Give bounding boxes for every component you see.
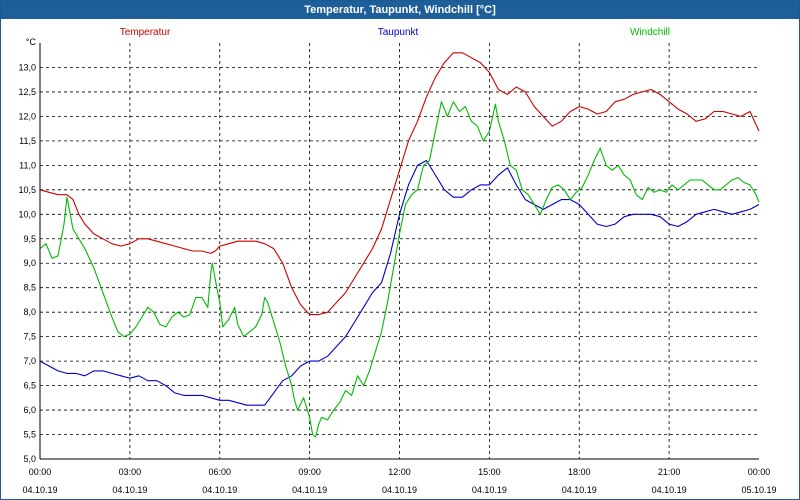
chart-series	[39, 52, 760, 438]
x-tick-date: 04.10.19	[202, 485, 237, 495]
x-tick-date: 04.10.19	[652, 485, 687, 495]
y-tick-label: 10,0	[18, 209, 36, 219]
y-tick-label: 6,5	[23, 381, 36, 391]
x-tick-date: 04.10.19	[292, 485, 327, 495]
x-tick-date: 04.10.19	[382, 485, 417, 495]
y-tick-label: 8,5	[23, 283, 36, 293]
y-tick-label: 7,5	[23, 332, 36, 342]
legend-item-windchill: Windchill	[630, 27, 670, 38]
chart-axes	[39, 43, 759, 460]
series-line-temperatur	[39, 52, 760, 316]
y-tick-label: 7,0	[23, 356, 36, 366]
y-tick-label: 11,5	[19, 136, 36, 146]
chart-tick-labels: 5,0 5,5 6,0 6,5 7,0 7,5 8,0 8,5 9,0 9,5 10,0 10,5 11…	[18, 37, 776, 495]
x-tick-time: 00:00	[29, 467, 52, 477]
y-tick-label: 5,5	[23, 430, 36, 440]
series-line-taupunkt	[39, 159, 760, 406]
y-tick-label: 9,5	[23, 234, 36, 244]
series-line-windchill	[39, 101, 760, 438]
x-tick-date: 04.10.19	[112, 485, 147, 495]
x-tick-time: 00:00	[748, 467, 771, 477]
chart-title: Temperatur, Taupunkt, Windchill [°C]	[1, 1, 799, 19]
legend-item-taupunkt: Taupunkt	[378, 27, 419, 38]
x-tick-time: 06:00	[208, 467, 231, 477]
y-tick-label: 8,0	[23, 307, 36, 317]
x-tick-date: 04.10.19	[22, 485, 57, 495]
x-tick-time: 15:00	[478, 467, 501, 477]
y-tick-label: 9,0	[23, 258, 36, 268]
y-tick-label: 11,0	[19, 160, 36, 170]
x-tick-date: 05.10.19	[741, 485, 776, 495]
y-tick-label: 12,0	[18, 111, 36, 121]
x-tick-time: 21:00	[658, 467, 681, 477]
x-tick-time: 09:00	[298, 467, 321, 477]
y-tick-label: 13,0	[18, 62, 36, 72]
y-tick-label: 6,0	[23, 405, 36, 415]
x-tick-time: 12:00	[388, 467, 411, 477]
legend-item-temperatur: Temperatur	[120, 27, 171, 38]
chart-grid	[40, 43, 759, 459]
y-tick-label: 5,0	[23, 454, 36, 464]
y-tick-label: 10,5	[18, 185, 36, 195]
x-tick-date: 04.10.19	[562, 485, 597, 495]
chart-legend: Temperatur Taupunkt Windchill	[120, 27, 670, 38]
y-axis-unit: °C	[26, 37, 37, 47]
y-tick-label: 12,5	[18, 87, 36, 97]
x-tick-time: 03:00	[119, 467, 142, 477]
x-tick-date: 04.10.19	[472, 485, 507, 495]
x-tick-time: 18:00	[568, 467, 591, 477]
